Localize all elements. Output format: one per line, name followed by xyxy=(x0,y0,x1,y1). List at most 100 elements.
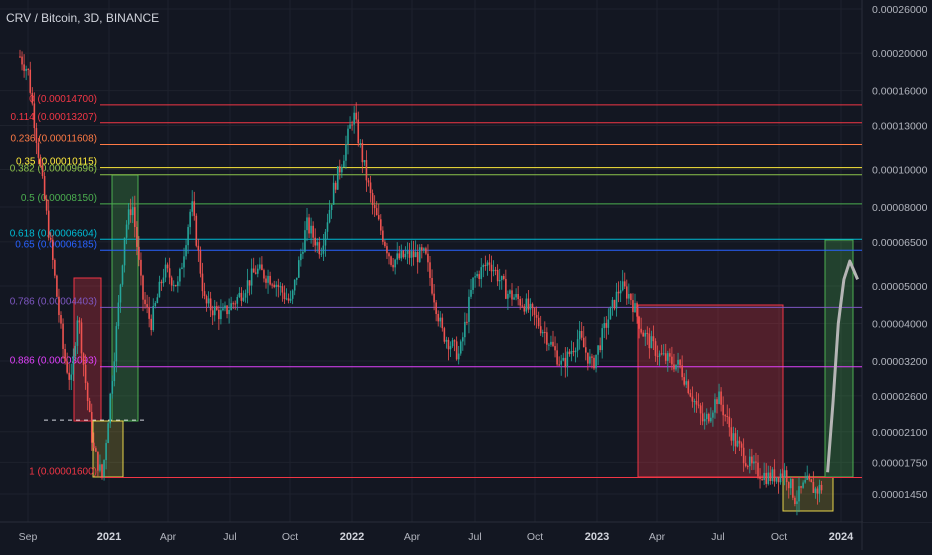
candle-body xyxy=(681,365,683,378)
candle-body xyxy=(82,353,85,365)
candle-body xyxy=(408,250,411,258)
candle-body xyxy=(587,352,589,364)
candle-body xyxy=(656,355,659,357)
fib-retracement[interactable]: 0 (0.00014700) 0.114 (0.00013207) 0.236 (0… xyxy=(10,94,862,478)
sell-zone-box[interactable] xyxy=(73,277,102,422)
candle-body xyxy=(568,351,571,355)
candle-body xyxy=(527,298,530,310)
candle-body xyxy=(679,359,681,366)
candle-body xyxy=(80,322,83,354)
candle-body xyxy=(472,277,474,290)
buy-zone-box[interactable] xyxy=(111,174,139,422)
candle-body xyxy=(238,292,241,297)
candle-body xyxy=(644,332,647,337)
candle-body xyxy=(248,280,251,286)
candle-body xyxy=(746,466,749,468)
candle-body xyxy=(320,253,323,255)
time-axis[interactable]: Sep 2021 Apr Jul Oct 2022 Apr Jul Oct 2023 Apr Jul O… xyxy=(19,531,854,543)
candle-body xyxy=(740,443,743,448)
fib-level-label: 0.5 (0.00008150) xyxy=(21,193,97,204)
candle-body xyxy=(207,298,210,304)
candle-body xyxy=(246,280,249,294)
candle-body xyxy=(76,320,79,346)
candle-body xyxy=(722,404,724,416)
candle-body xyxy=(759,476,761,479)
candle-body xyxy=(398,253,401,259)
candle-body xyxy=(671,356,673,365)
candle-body xyxy=(599,345,601,351)
price-axis[interactable]: 0.00026000 0.00020000 0.00016000 0.00013000… xyxy=(863,0,932,522)
candle-body xyxy=(712,412,714,418)
candle-body xyxy=(738,440,741,444)
candle-body xyxy=(486,262,489,266)
price-axis-label: 0.00001750 xyxy=(872,457,928,469)
downtrend-zone-box[interactable] xyxy=(637,304,784,478)
candle-body xyxy=(457,353,460,360)
candle-body xyxy=(99,464,101,471)
candle-body xyxy=(275,284,278,287)
candle-body xyxy=(511,290,513,300)
candle-body xyxy=(216,306,218,310)
candle-body xyxy=(97,451,99,471)
time-axis-label: 2024 xyxy=(829,531,854,543)
candle-body xyxy=(658,353,661,357)
candle-body xyxy=(404,253,407,258)
candle-body xyxy=(349,124,351,129)
candle-body xyxy=(558,364,560,366)
candle-body xyxy=(37,142,40,158)
candle-body xyxy=(328,210,331,223)
candle-body xyxy=(140,259,142,276)
price-axis-label: 0.00002100 xyxy=(872,427,928,439)
projection-line xyxy=(826,259,859,473)
candle-body xyxy=(347,128,349,145)
candle-body xyxy=(357,119,360,144)
candle-body xyxy=(673,364,675,370)
candle-body xyxy=(728,416,731,428)
candle-body xyxy=(416,251,419,263)
candle-body xyxy=(607,319,610,328)
candle-body xyxy=(380,219,382,231)
candle-body xyxy=(240,292,243,301)
candle-body xyxy=(783,470,786,478)
candle-body xyxy=(308,217,310,234)
candle-body xyxy=(632,300,634,313)
time-axis-label: Apr xyxy=(649,531,666,543)
candle-body xyxy=(433,293,435,303)
candle-body xyxy=(435,302,437,314)
candle-body xyxy=(384,241,386,247)
candle-body xyxy=(539,326,542,334)
candle-body xyxy=(189,211,191,228)
candle-body xyxy=(693,400,696,402)
candle-body xyxy=(131,207,134,216)
price-axis-label: 0.00010000 xyxy=(872,165,928,177)
candle-body xyxy=(400,250,403,259)
candle-body xyxy=(574,350,577,353)
candle-body xyxy=(753,461,755,464)
candle-body xyxy=(68,372,70,380)
candle-body xyxy=(490,264,493,272)
candle-body xyxy=(769,472,772,482)
candle-body xyxy=(794,497,796,505)
candle-body xyxy=(390,256,392,265)
candle-body xyxy=(703,419,706,422)
candle-body xyxy=(613,299,616,309)
candle-body xyxy=(31,92,34,104)
candle-body xyxy=(689,393,692,397)
candle-body xyxy=(734,433,737,447)
candle-body xyxy=(353,112,355,125)
candle-body xyxy=(396,253,398,260)
fib-level-label: 0.35 (0.00010115) xyxy=(16,157,97,168)
candle-body xyxy=(170,277,173,286)
candle-body xyxy=(113,361,116,382)
candle-body xyxy=(578,331,581,340)
candle-body xyxy=(304,230,306,252)
candle-body xyxy=(293,279,296,291)
candle-body xyxy=(730,427,733,441)
candle-body xyxy=(650,336,653,349)
candle-body xyxy=(93,442,95,449)
candle-body xyxy=(576,339,579,351)
candle-body xyxy=(531,303,534,309)
